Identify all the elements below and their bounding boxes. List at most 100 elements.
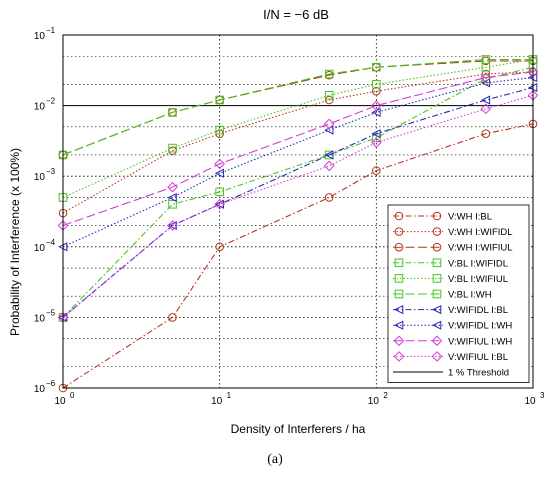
series-line (62, 123, 534, 389)
legend-label: V:WIFIUL I:WH (448, 336, 512, 347)
legend-label: V:WIFIDL I:WH (448, 321, 512, 332)
data-point (372, 166, 381, 175)
figure-caption: (a) (267, 452, 283, 467)
legend-entry: V:WH I:BL (393, 212, 492, 223)
legend-label: V:WIFIDL I:BL (448, 305, 508, 316)
data-point (324, 69, 334, 79)
series-6 (58, 55, 538, 160)
chart-title: I/N = −6 dB (263, 7, 329, 22)
legend-marker (432, 242, 442, 252)
data-point (214, 158, 225, 170)
plot-area (62, 34, 534, 389)
legend-marker (394, 258, 404, 268)
data-point (324, 193, 334, 202)
legend-label: V:WIFIUL I:BL (448, 352, 508, 363)
data-point (480, 103, 492, 115)
data-point (372, 86, 381, 96)
legend-marker (394, 320, 404, 330)
data-point (481, 69, 491, 79)
legend-marker (431, 351, 443, 362)
legend-label: 1 % Threshold (448, 368, 509, 379)
legend-marker (394, 211, 404, 221)
x-tick-label: 10 (368, 396, 380, 407)
y-tick-exponent: −4 (46, 238, 56, 247)
legend-box (387, 204, 530, 384)
legend-marker (431, 335, 443, 347)
legend-label: V:BL I:WH (448, 290, 492, 301)
y-tick-label: 10 (34, 313, 46, 324)
legend-marker (432, 211, 442, 221)
x-tick-exponent: 3 (540, 391, 545, 400)
legend-label: V:WH I:WIFIDL (448, 227, 513, 238)
x-tick-exponent: 1 (227, 391, 232, 400)
legend-entry: V:BL I:WIFIUL (393, 274, 508, 285)
data-point (215, 125, 224, 135)
legend: V:WH I:BL V:WH I:WIFIDL V:WH I:WIFIUL V:BL … (387, 204, 530, 384)
legend-marker (394, 242, 404, 252)
grid (63, 35, 533, 388)
series-line (62, 87, 534, 318)
data-point (371, 100, 382, 111)
legend-marker (432, 304, 442, 315)
legend-entry: V:BL I:WIFIDL (393, 258, 508, 269)
series-line (62, 58, 533, 156)
series-line (62, 71, 534, 227)
legend-entry: V:BL I:WH (393, 290, 492, 301)
data-point (168, 108, 177, 117)
legend-label: V:WH I:WIFIUL (448, 243, 513, 254)
legend-marker (394, 227, 404, 236)
legend-label: V:BL I:WIFIDL (448, 258, 508, 269)
legend-marker (432, 258, 442, 268)
data-point (215, 187, 224, 197)
data-point (167, 181, 178, 193)
series-line (62, 60, 533, 156)
legend-marker (432, 320, 442, 330)
series-line (62, 71, 534, 214)
data-point (215, 242, 224, 252)
data-point (214, 199, 224, 209)
legend-marker (393, 335, 405, 347)
data-point (214, 168, 224, 178)
y-tick-label: 10 (34, 243, 46, 254)
y-tick-label: 10 (34, 172, 46, 183)
y-tick-exponent: −1 (46, 26, 56, 35)
data-point (481, 129, 491, 138)
data-point (215, 95, 224, 105)
data-point (323, 160, 335, 172)
legend-entry: V:WH I:WIFIUL (393, 243, 513, 254)
series-line (62, 58, 534, 199)
x-tick-label: 10 (54, 396, 66, 407)
series-2 (58, 67, 538, 218)
data-point (480, 72, 492, 83)
legend-marker (393, 351, 405, 362)
x-tick-exponent: 0 (70, 391, 75, 400)
x-tick-exponent: 2 (383, 391, 388, 400)
x-tick-label: 10 (524, 396, 536, 407)
y-axis-label: Probability of Interference (x 100%) (8, 148, 22, 336)
data-point (168, 313, 177, 322)
x-tick-label: 10 (211, 396, 223, 407)
data-point (167, 220, 177, 231)
data-point (371, 137, 382, 148)
data-point (372, 62, 381, 72)
legend-marker (394, 289, 404, 299)
y-tick-exponent: −5 (46, 308, 56, 317)
y-tick-label: 10 (34, 102, 46, 113)
legend-entry: V:WIFIDL I:WH (393, 320, 512, 332)
data-point (324, 150, 334, 160)
data-point (372, 80, 381, 89)
data-point (324, 95, 334, 105)
legend-entry: 1 % Threshold (393, 368, 509, 379)
data-point (323, 118, 335, 130)
legend-marker (432, 274, 442, 283)
series-3 (58, 56, 538, 160)
x-axis-label: Density of Interferers / ha (231, 422, 366, 436)
y-tick-exponent: −6 (46, 379, 56, 388)
legend-marker (432, 289, 442, 299)
legend-label: V:WH I:BL (448, 212, 492, 223)
series-layer (57, 55, 539, 393)
y-tick-exponent: −3 (46, 167, 56, 176)
legend-entry: V:WIFIUL I:WH (393, 335, 512, 347)
data-point (480, 95, 491, 105)
